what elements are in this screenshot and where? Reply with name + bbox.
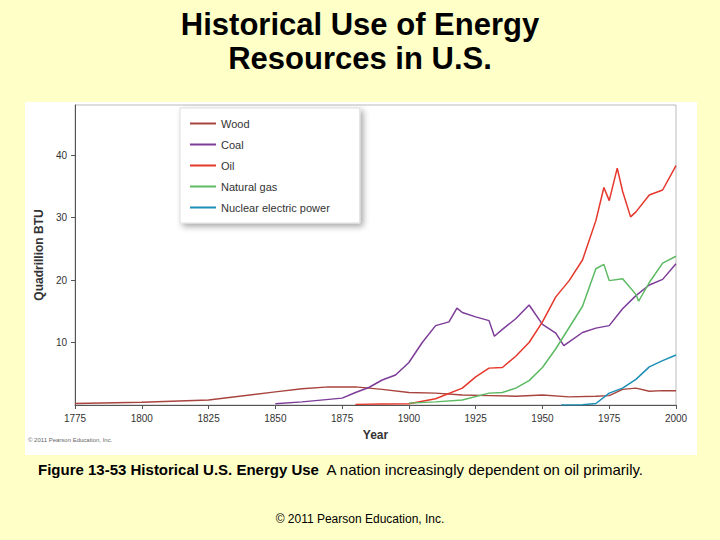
svg-text:10: 10 [56, 337, 68, 348]
svg-text:1800: 1800 [131, 413, 154, 424]
svg-text:1825: 1825 [197, 413, 220, 424]
svg-text:Quadrillion BTU: Quadrillion BTU [32, 209, 46, 300]
svg-text:40: 40 [56, 150, 68, 161]
html-text:Historical Use of Energy Resou: Historical Use of Energy Resources in U.… [180, 7, 540, 76]
svg-text:Coal: Coal [221, 139, 244, 151]
svg-text:1875: 1875 [331, 413, 354, 424]
svg-text:Wood: Wood [221, 118, 250, 130]
svg-text:© 2011 Pearson Education, Inc.: © 2011 Pearson Education, Inc. [28, 437, 113, 443]
svg-text:1950: 1950 [531, 413, 554, 424]
svg-text:Oil: Oil [221, 160, 234, 172]
svg-text:1850: 1850 [264, 413, 287, 424]
svg-text:Year: Year [363, 428, 389, 442]
html-text:A nation increasingly dependen: A nation increasingly dependent on oil p… [326, 461, 643, 478]
svg-text:1900: 1900 [398, 413, 421, 424]
svg-text:1925: 1925 [465, 413, 488, 424]
svg-text:1975: 1975 [598, 413, 621, 424]
svg-text:1775: 1775 [64, 413, 87, 424]
svg-text:Nuclear electric power: Nuclear electric power [221, 202, 330, 214]
html-text:Figure 13-53 Historical U.S. E: Figure 13-53 Historical U.S. Energy Use [38, 461, 319, 478]
svg-text:30: 30 [56, 212, 68, 223]
svg-text:Natural gas: Natural gas [221, 181, 278, 193]
html-text:© 2011 Pearson Education, Inc.: © 2011 Pearson Education, Inc. [275, 512, 445, 526]
svg-text:20: 20 [56, 275, 68, 286]
svg-text:2000: 2000 [665, 413, 688, 424]
